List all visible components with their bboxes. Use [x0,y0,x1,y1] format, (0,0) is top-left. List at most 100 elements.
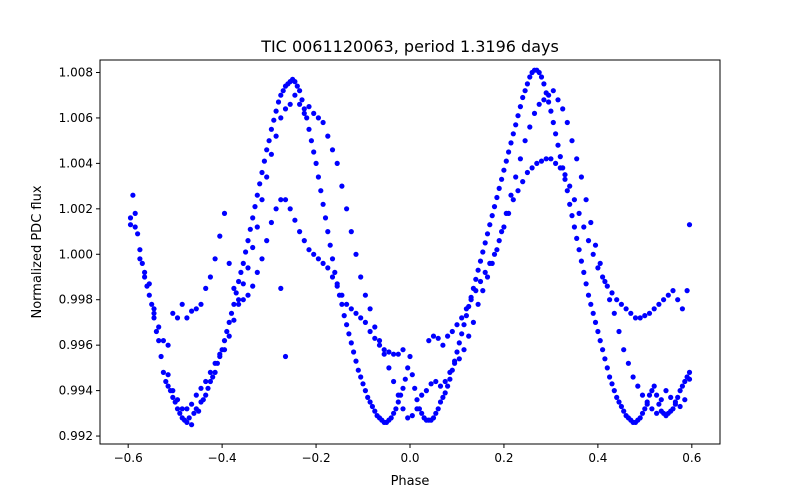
data-point [226,260,232,266]
data-point [254,192,260,198]
data-point [153,328,159,335]
y-tick-label: 0.996 [59,338,93,352]
data-point [294,83,300,89]
data-point [170,388,176,394]
data-point [156,324,162,330]
data-point [386,349,392,355]
data-point [435,335,441,341]
data-point [221,210,228,216]
data-point [564,188,570,194]
data-point [207,369,213,375]
plot-frame [99,59,721,445]
data-point [522,138,528,144]
data-point [665,292,671,298]
data-point [682,378,688,385]
data-point [179,406,185,412]
data-point [355,367,361,373]
data-point [459,331,465,337]
data-point [473,288,479,294]
data-point [466,333,472,339]
data-point [226,319,232,325]
data-point [344,322,350,328]
data-point [346,331,352,337]
data-point [339,183,345,189]
data-point [130,192,136,198]
data-point [527,124,533,130]
x-tick-label: −0.4 [208,451,237,465]
data-point [165,342,171,348]
data-point [442,390,448,396]
data-point [595,328,601,335]
data-point [137,247,143,253]
data-point [522,88,528,94]
data-point [146,292,152,298]
data-point [506,210,512,216]
data-point [548,156,554,162]
data-point [496,238,502,244]
data-point [391,410,397,416]
data-point [569,213,575,219]
data-point [135,231,141,237]
data-point [174,406,181,412]
x-axis-label: Phase [391,474,430,489]
data-point [278,115,284,121]
data-point [562,172,568,178]
data-point [623,306,629,312]
data-point [574,235,580,241]
data-point [618,403,625,410]
data-point [348,340,354,346]
data-point [658,397,664,403]
data-point [170,310,176,316]
data-point [578,258,585,264]
data-point [198,301,204,307]
data-point [426,338,432,344]
data-point [329,256,336,262]
data-point [654,392,660,398]
data-point [240,297,246,303]
y-tick-label: 1.004 [59,156,93,170]
data-point [581,269,587,275]
data-point [604,365,610,371]
data-point [278,92,284,98]
data-point [503,158,509,164]
data-point [477,258,484,264]
data-point [292,79,298,85]
data-point [508,192,514,198]
data-point [409,413,415,419]
x-tick-label: 0.6 [682,451,701,465]
data-point [557,154,563,160]
data-point [264,238,270,244]
data-point [637,315,643,321]
data-point [273,108,279,114]
data-point [588,219,594,226]
data-point [217,233,223,239]
data-point [567,201,573,207]
data-point [151,310,157,316]
data-point [487,222,493,228]
data-point [661,297,667,303]
x-tick-label: 0.0 [400,451,419,465]
data-point [639,410,646,416]
data-point [142,274,148,280]
data-point [231,301,237,307]
data-point [541,81,547,87]
data-point [400,406,406,412]
data-point [546,99,552,105]
data-points [127,67,693,428]
data-point [210,374,216,380]
data-point [614,297,620,303]
data-point [376,342,383,348]
data-point [419,410,425,416]
data-point [268,151,274,157]
data-point [494,247,500,253]
data-point [494,194,500,201]
data-point [517,156,524,162]
data-point [362,292,368,298]
data-point [308,138,314,144]
data-point [231,285,237,291]
x-tick-label: −0.2 [301,451,330,465]
data-point [437,383,444,389]
data-point [238,269,244,275]
data-point [339,301,345,307]
data-point [675,297,681,303]
